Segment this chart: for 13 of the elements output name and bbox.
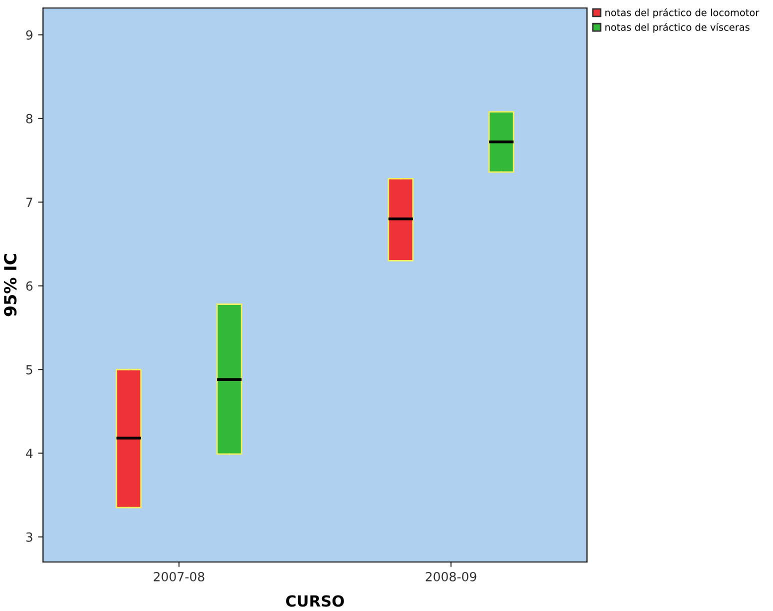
y-tick-label: 4 bbox=[26, 448, 33, 458]
y-tick-label: 7 bbox=[26, 198, 32, 207]
y-tick-label: 3 bbox=[26, 532, 32, 542]
y-tick-label: 6 bbox=[26, 281, 32, 291]
legend-label: notas del práctico de vísceras bbox=[605, 22, 750, 33]
y-tick-label: 9 bbox=[26, 30, 32, 40]
y-axis-title: 95% IC bbox=[4, 254, 17, 316]
legend-label: notas del práctico de locomotor bbox=[605, 8, 760, 18]
x-tick-label: 2008-09 bbox=[426, 572, 476, 582]
x-axis-title: CURSO bbox=[286, 595, 344, 607]
y-tick-label: 5 bbox=[26, 365, 32, 374]
y-tick-label: 8 bbox=[26, 114, 32, 124]
x-tick-label: 2007-08 bbox=[154, 572, 204, 582]
